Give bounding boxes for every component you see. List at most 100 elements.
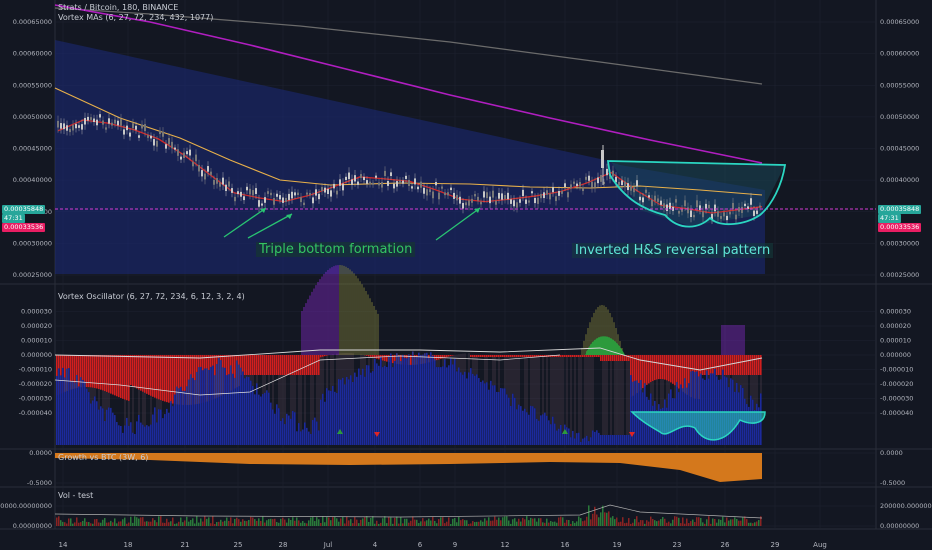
osc-blue-bar <box>256 383 258 445</box>
volume-bar <box>140 517 142 526</box>
volume-bar <box>220 519 222 526</box>
candle <box>669 202 671 209</box>
volume-bar <box>196 516 198 526</box>
volume-bar <box>116 523 118 526</box>
volume-bar <box>638 522 640 526</box>
volume-bar <box>442 517 444 526</box>
candle <box>381 182 383 188</box>
osc-blue-bar <box>346 376 348 445</box>
volume-bar <box>756 521 758 526</box>
osc-red-bar <box>80 355 82 388</box>
osc-red-bar <box>478 355 480 357</box>
osc-blue-bar <box>194 380 196 445</box>
osc-blue-bar <box>468 372 470 445</box>
candle <box>498 192 500 199</box>
volume-bar <box>574 522 576 526</box>
volume-bar <box>372 516 374 526</box>
osc-blue-bar <box>624 435 626 445</box>
osc-blue-bar <box>506 394 508 445</box>
candle <box>117 120 119 126</box>
osc-red-bar <box>578 355 580 357</box>
osc-red-bar <box>136 355 138 389</box>
x-tick-label: 18 <box>124 541 133 549</box>
osc-blue-bar <box>232 373 234 445</box>
volume-bar <box>132 522 134 526</box>
osc-red-bar <box>662 355 664 380</box>
osc-red-bar <box>252 355 254 375</box>
osc-red-bar <box>558 355 560 357</box>
osc-red-bar <box>234 355 236 389</box>
candle <box>468 200 470 206</box>
osc-blue-bar <box>572 430 574 445</box>
osc-y-tick-right: 0.000010 <box>880 337 911 345</box>
volume-bar <box>250 516 252 526</box>
volume-bar <box>328 517 330 526</box>
osc-red-bar <box>314 355 316 375</box>
osc-blue-bar <box>522 410 524 445</box>
osc-blue-bar <box>234 377 236 445</box>
volume-y-tick-right: 200000.00000000 <box>880 502 932 510</box>
osc-red-bar <box>748 355 750 375</box>
osc-blue-bar <box>212 365 214 445</box>
candle <box>642 197 644 203</box>
osc-blue-bar <box>514 397 516 445</box>
candle <box>441 186 443 189</box>
volume-bar <box>142 517 144 526</box>
osc-blue-bar <box>314 417 316 445</box>
osc-red-bar <box>616 355 618 361</box>
candle <box>360 174 362 179</box>
volume-bar <box>670 523 672 526</box>
osc-blue-bar <box>436 367 438 445</box>
volume-bar <box>656 521 658 526</box>
volume-bar <box>516 521 518 526</box>
candle <box>588 175 590 181</box>
osc-blue-bar <box>560 424 562 445</box>
osc-red-bar <box>316 355 318 375</box>
candle <box>513 200 515 207</box>
candle <box>351 179 353 185</box>
volume-bar <box>278 522 280 526</box>
osc-blue-bar <box>570 437 572 445</box>
osc-blue-bar <box>132 432 134 445</box>
osc-red-bar <box>502 355 504 357</box>
osc-blue-bar <box>416 356 418 445</box>
osc-red-bar <box>156 355 158 399</box>
osc-blue-bar <box>192 377 194 445</box>
osc-blue-bar <box>104 421 106 445</box>
volume-bar <box>632 522 634 526</box>
volume-bar <box>572 521 574 526</box>
volume-bar <box>168 522 170 526</box>
volume-bar <box>560 516 562 526</box>
osc-blue-bar <box>534 408 536 445</box>
candle <box>177 149 179 156</box>
osc-red-bar <box>732 355 734 375</box>
candle <box>684 200 686 207</box>
osc-blue-bar <box>154 407 156 445</box>
volume-bar <box>164 522 166 526</box>
osc-blue-bar <box>138 414 140 445</box>
osc-blue-bar <box>116 422 118 445</box>
osc-blue-bar <box>548 420 550 445</box>
osc-red-bar <box>520 355 522 357</box>
volume-bar <box>486 520 488 526</box>
osc-blue-bar <box>322 393 324 445</box>
volume-bar <box>324 522 326 526</box>
osc-red-bar <box>262 355 264 375</box>
osc-blue-bar <box>112 412 114 445</box>
osc-red-bar <box>258 355 260 375</box>
candle <box>522 189 524 197</box>
volume-bar <box>678 517 680 526</box>
inverted-hs-annotation: Inverted H&S reversal pattern <box>572 243 774 258</box>
osc-red-bar <box>174 355 176 405</box>
osc-red-bar <box>276 355 278 375</box>
candle <box>141 124 143 129</box>
candle <box>612 170 614 177</box>
x-tick-label: 12 <box>501 541 510 549</box>
osc-red-bar <box>120 355 122 398</box>
osc-blue-bar <box>318 430 320 445</box>
volume-bar <box>518 518 520 526</box>
candle <box>105 127 107 130</box>
candle <box>438 192 440 200</box>
volume-bar <box>294 520 296 526</box>
